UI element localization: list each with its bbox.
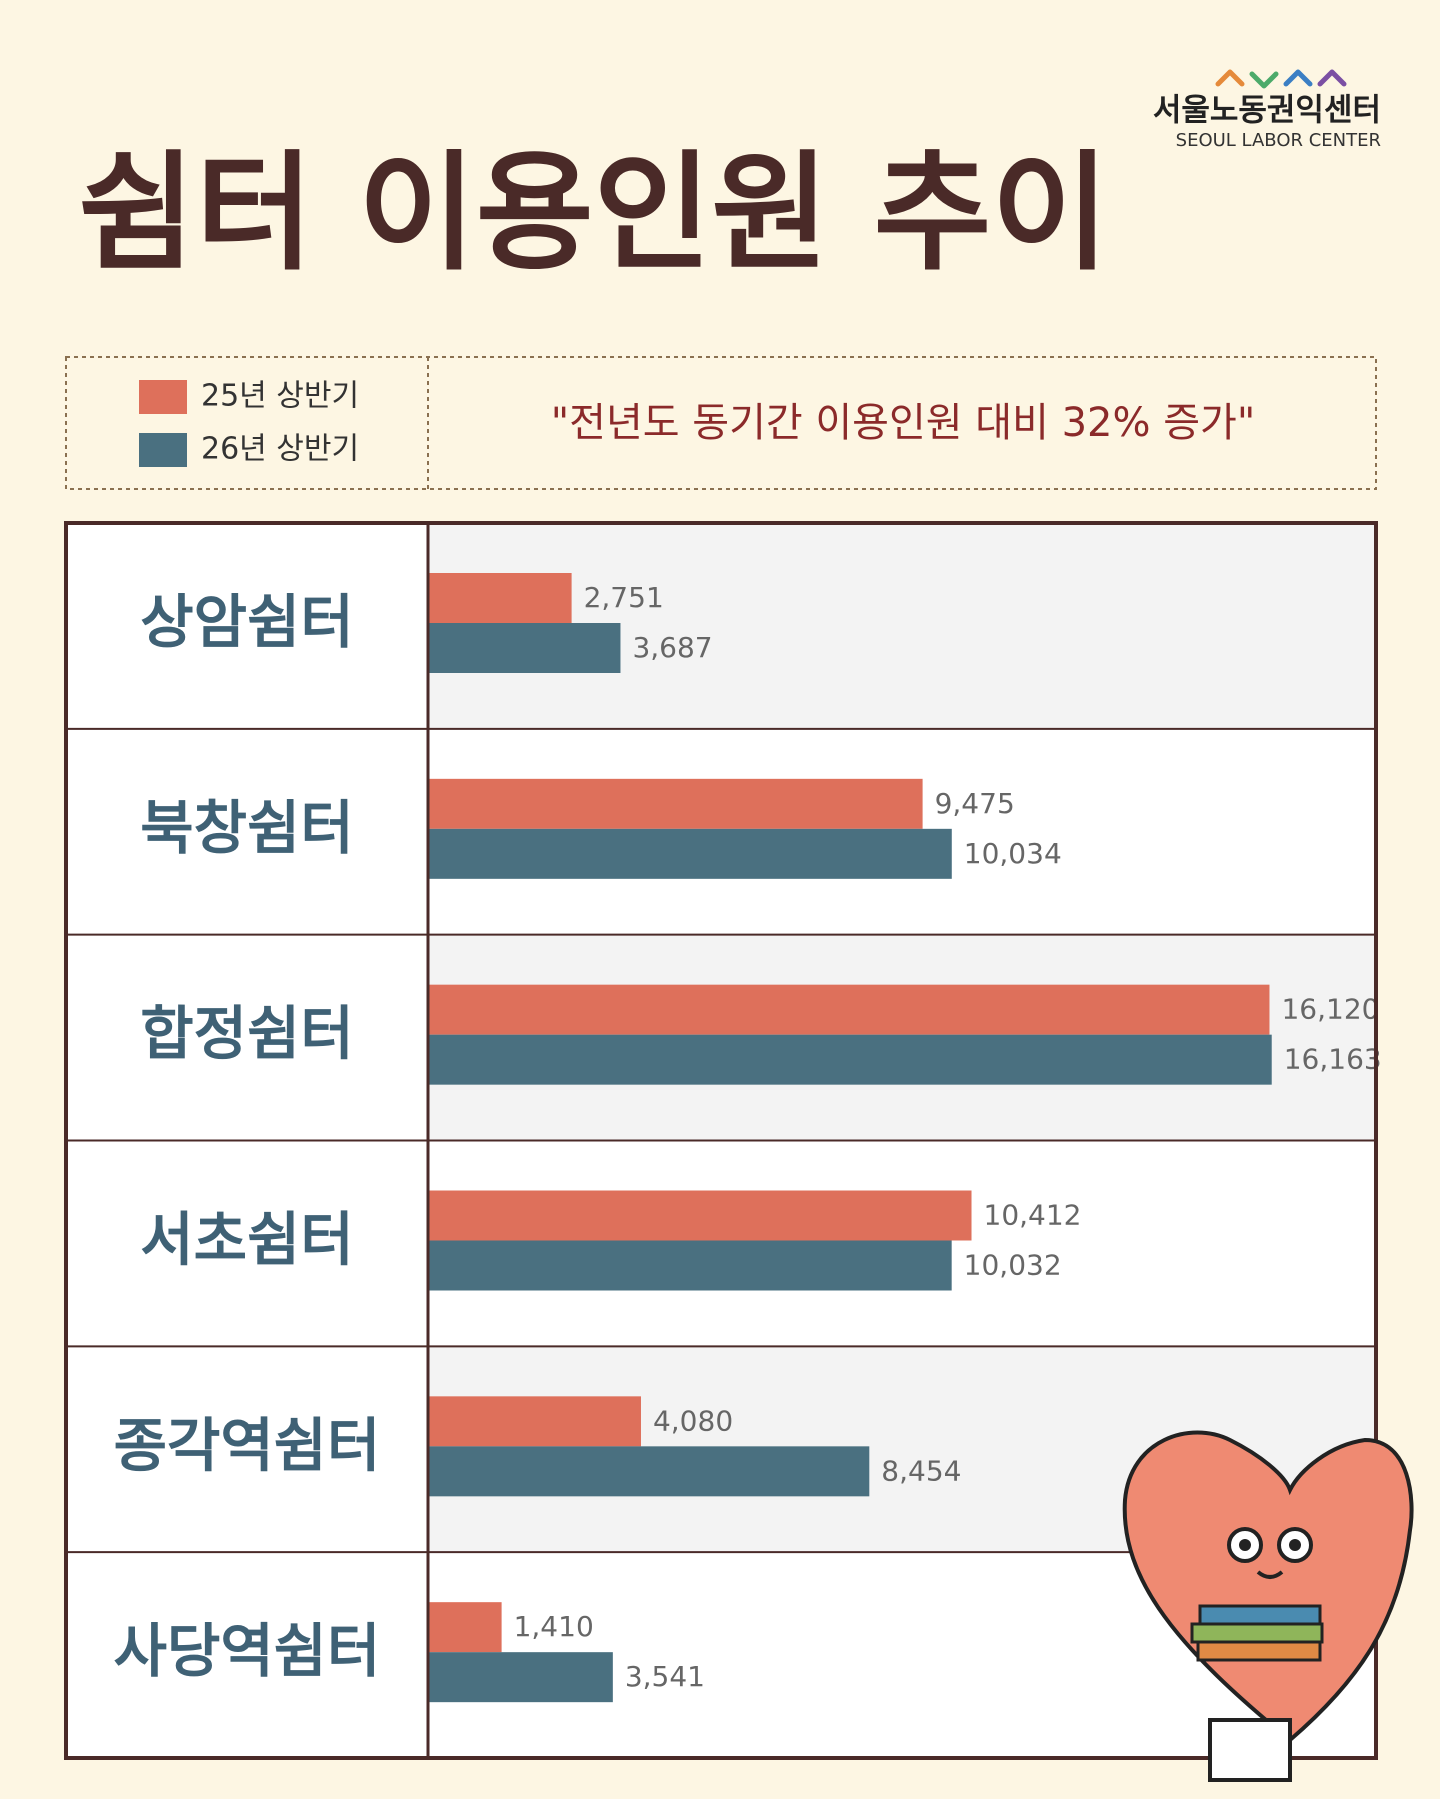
logo-name: 서울노동권익센터 [1153, 93, 1381, 129]
chart-title: 쉼터 이용인원 추이 [78, 139, 1109, 288]
value-label: 3,687 [632, 631, 712, 664]
row-left [66, 934, 428, 1141]
bar [428, 1652, 613, 1703]
value-label: 1,410 [514, 1610, 594, 1643]
table-border [64, 521, 1378, 1760]
bar [428, 828, 952, 879]
row-left [66, 728, 428, 935]
bar [428, 1240, 952, 1291]
value-label: 9,475 [935, 787, 1015, 820]
bar [428, 778, 923, 829]
value-label: 16,163 [1284, 1043, 1382, 1076]
category-label: 합정쉼터 [140, 1000, 353, 1068]
category-label: 상암쉼터 [140, 588, 353, 656]
logo-subtitle: SEOUL LABOR CENTER [1176, 130, 1381, 151]
category-label: 사당역쉼터 [114, 1617, 381, 1685]
value-label: 4,080 [653, 1404, 733, 1437]
bar [428, 1602, 502, 1653]
bar [428, 1396, 641, 1447]
legend-label: 25년 상반기 [201, 379, 359, 414]
logo-mark [1215, 69, 1347, 89]
value-label: 10,032 [964, 1249, 1062, 1282]
row-left [66, 1552, 428, 1758]
bar [428, 1446, 870, 1497]
category-label: 서초쉼터 [140, 1206, 353, 1274]
value-label: 8,454 [881, 1454, 961, 1487]
category-label: 종각역쉼터 [114, 1411, 381, 1479]
row-left [66, 1140, 428, 1347]
category-label: 북창쉼터 [140, 794, 353, 862]
legend-swatch [139, 380, 187, 414]
legend-box [65, 356, 1377, 490]
bar [428, 984, 1270, 1035]
bar [428, 623, 621, 673]
value-label: 16,120 [1281, 993, 1379, 1026]
annotation: "전년도 동기간 이용인원 대비 32% 증가" [551, 400, 1255, 446]
value-label: 2,751 [584, 581, 664, 614]
value-label: 3,541 [625, 1660, 705, 1693]
row-left [66, 1346, 428, 1553]
mascot [1122, 1430, 1414, 1782]
legend-swatch [139, 433, 187, 467]
value-label: 10,034 [964, 837, 1062, 870]
row-left [66, 523, 428, 729]
legend-label: 26년 상반기 [201, 432, 359, 467]
value-label: 10,412 [984, 1199, 1082, 1232]
bar [428, 1190, 972, 1241]
bar [428, 573, 572, 623]
bar [428, 1034, 1272, 1085]
